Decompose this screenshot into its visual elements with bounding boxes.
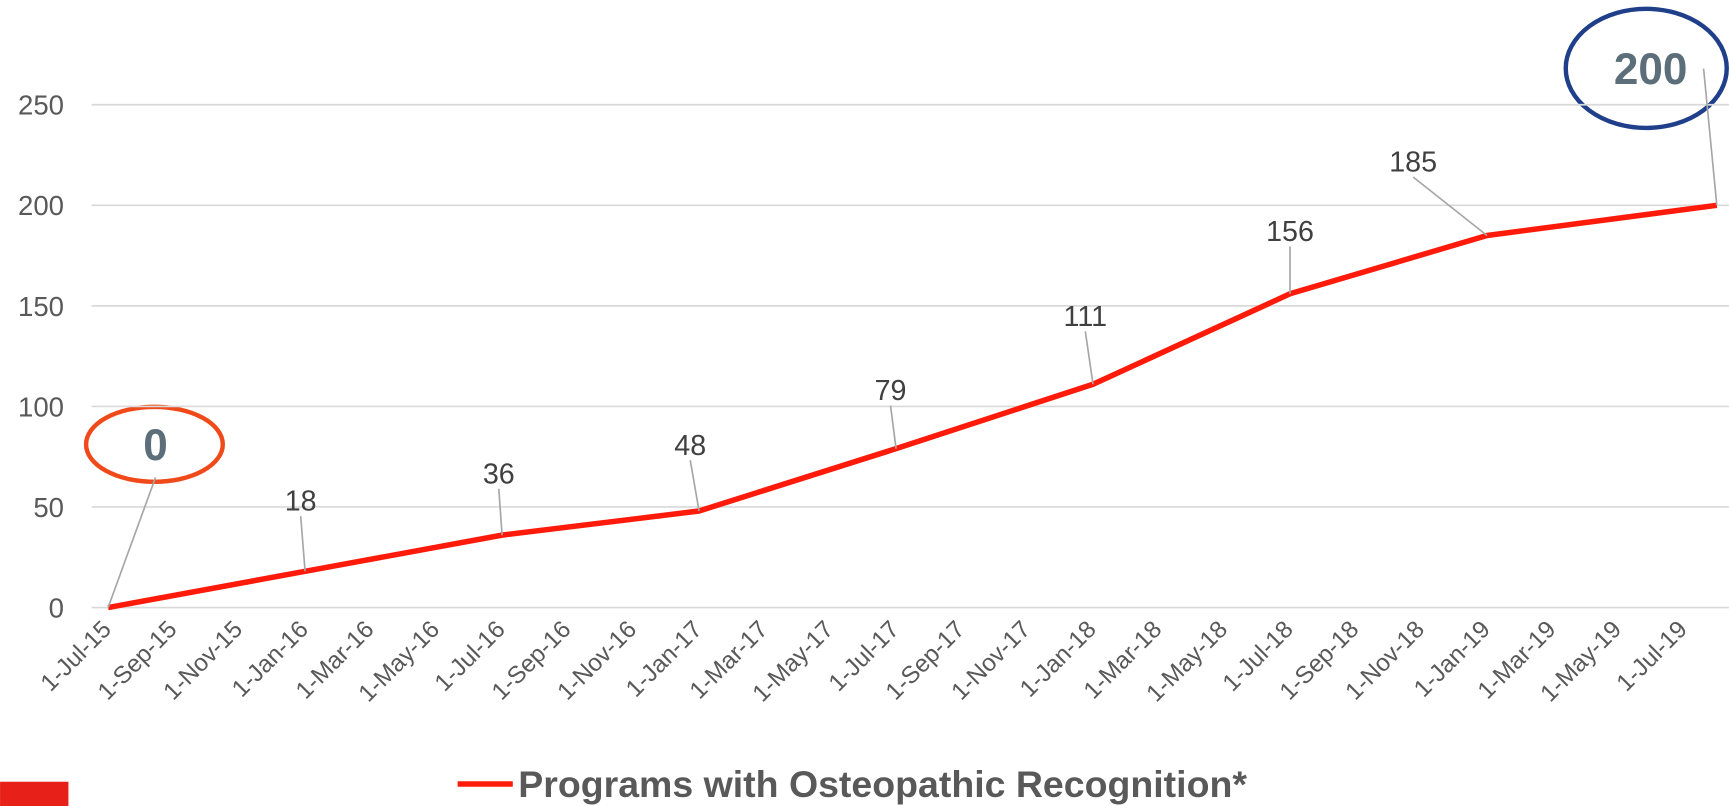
leader-line <box>889 405 897 449</box>
data-label: 36 <box>483 458 515 490</box>
data-label: 200 <box>1614 45 1688 94</box>
data-label: 111 <box>1064 301 1108 333</box>
y-tick-label: 100 <box>18 391 64 422</box>
data-label: 18 <box>285 486 317 518</box>
logo <box>0 781 69 806</box>
y-tick-label: 0 <box>49 592 64 623</box>
data-label: 185 <box>1389 147 1437 179</box>
data-label: 156 <box>1266 216 1314 248</box>
leader-line <box>497 488 503 536</box>
leader-line <box>299 516 306 572</box>
leader-line <box>1084 331 1094 385</box>
y-tick-label: 50 <box>33 492 64 523</box>
y-tick-label: 200 <box>18 190 64 221</box>
data-label: 79 <box>875 375 907 407</box>
x-tick-label: 1-Jul-19 <box>1612 616 1693 697</box>
leader-line <box>1412 176 1488 237</box>
leader-line <box>1702 68 1718 206</box>
leader-line <box>689 460 700 512</box>
y-tick-label: 250 <box>18 90 64 121</box>
data-label: 0 <box>143 421 168 470</box>
legend-label: Programs with Osteopathic Recognition* <box>518 763 1247 805</box>
highlight-circle <box>1563 6 1729 131</box>
y-tick-label: 150 <box>18 291 64 322</box>
data-label: 48 <box>674 430 706 462</box>
leader-line <box>107 477 157 608</box>
